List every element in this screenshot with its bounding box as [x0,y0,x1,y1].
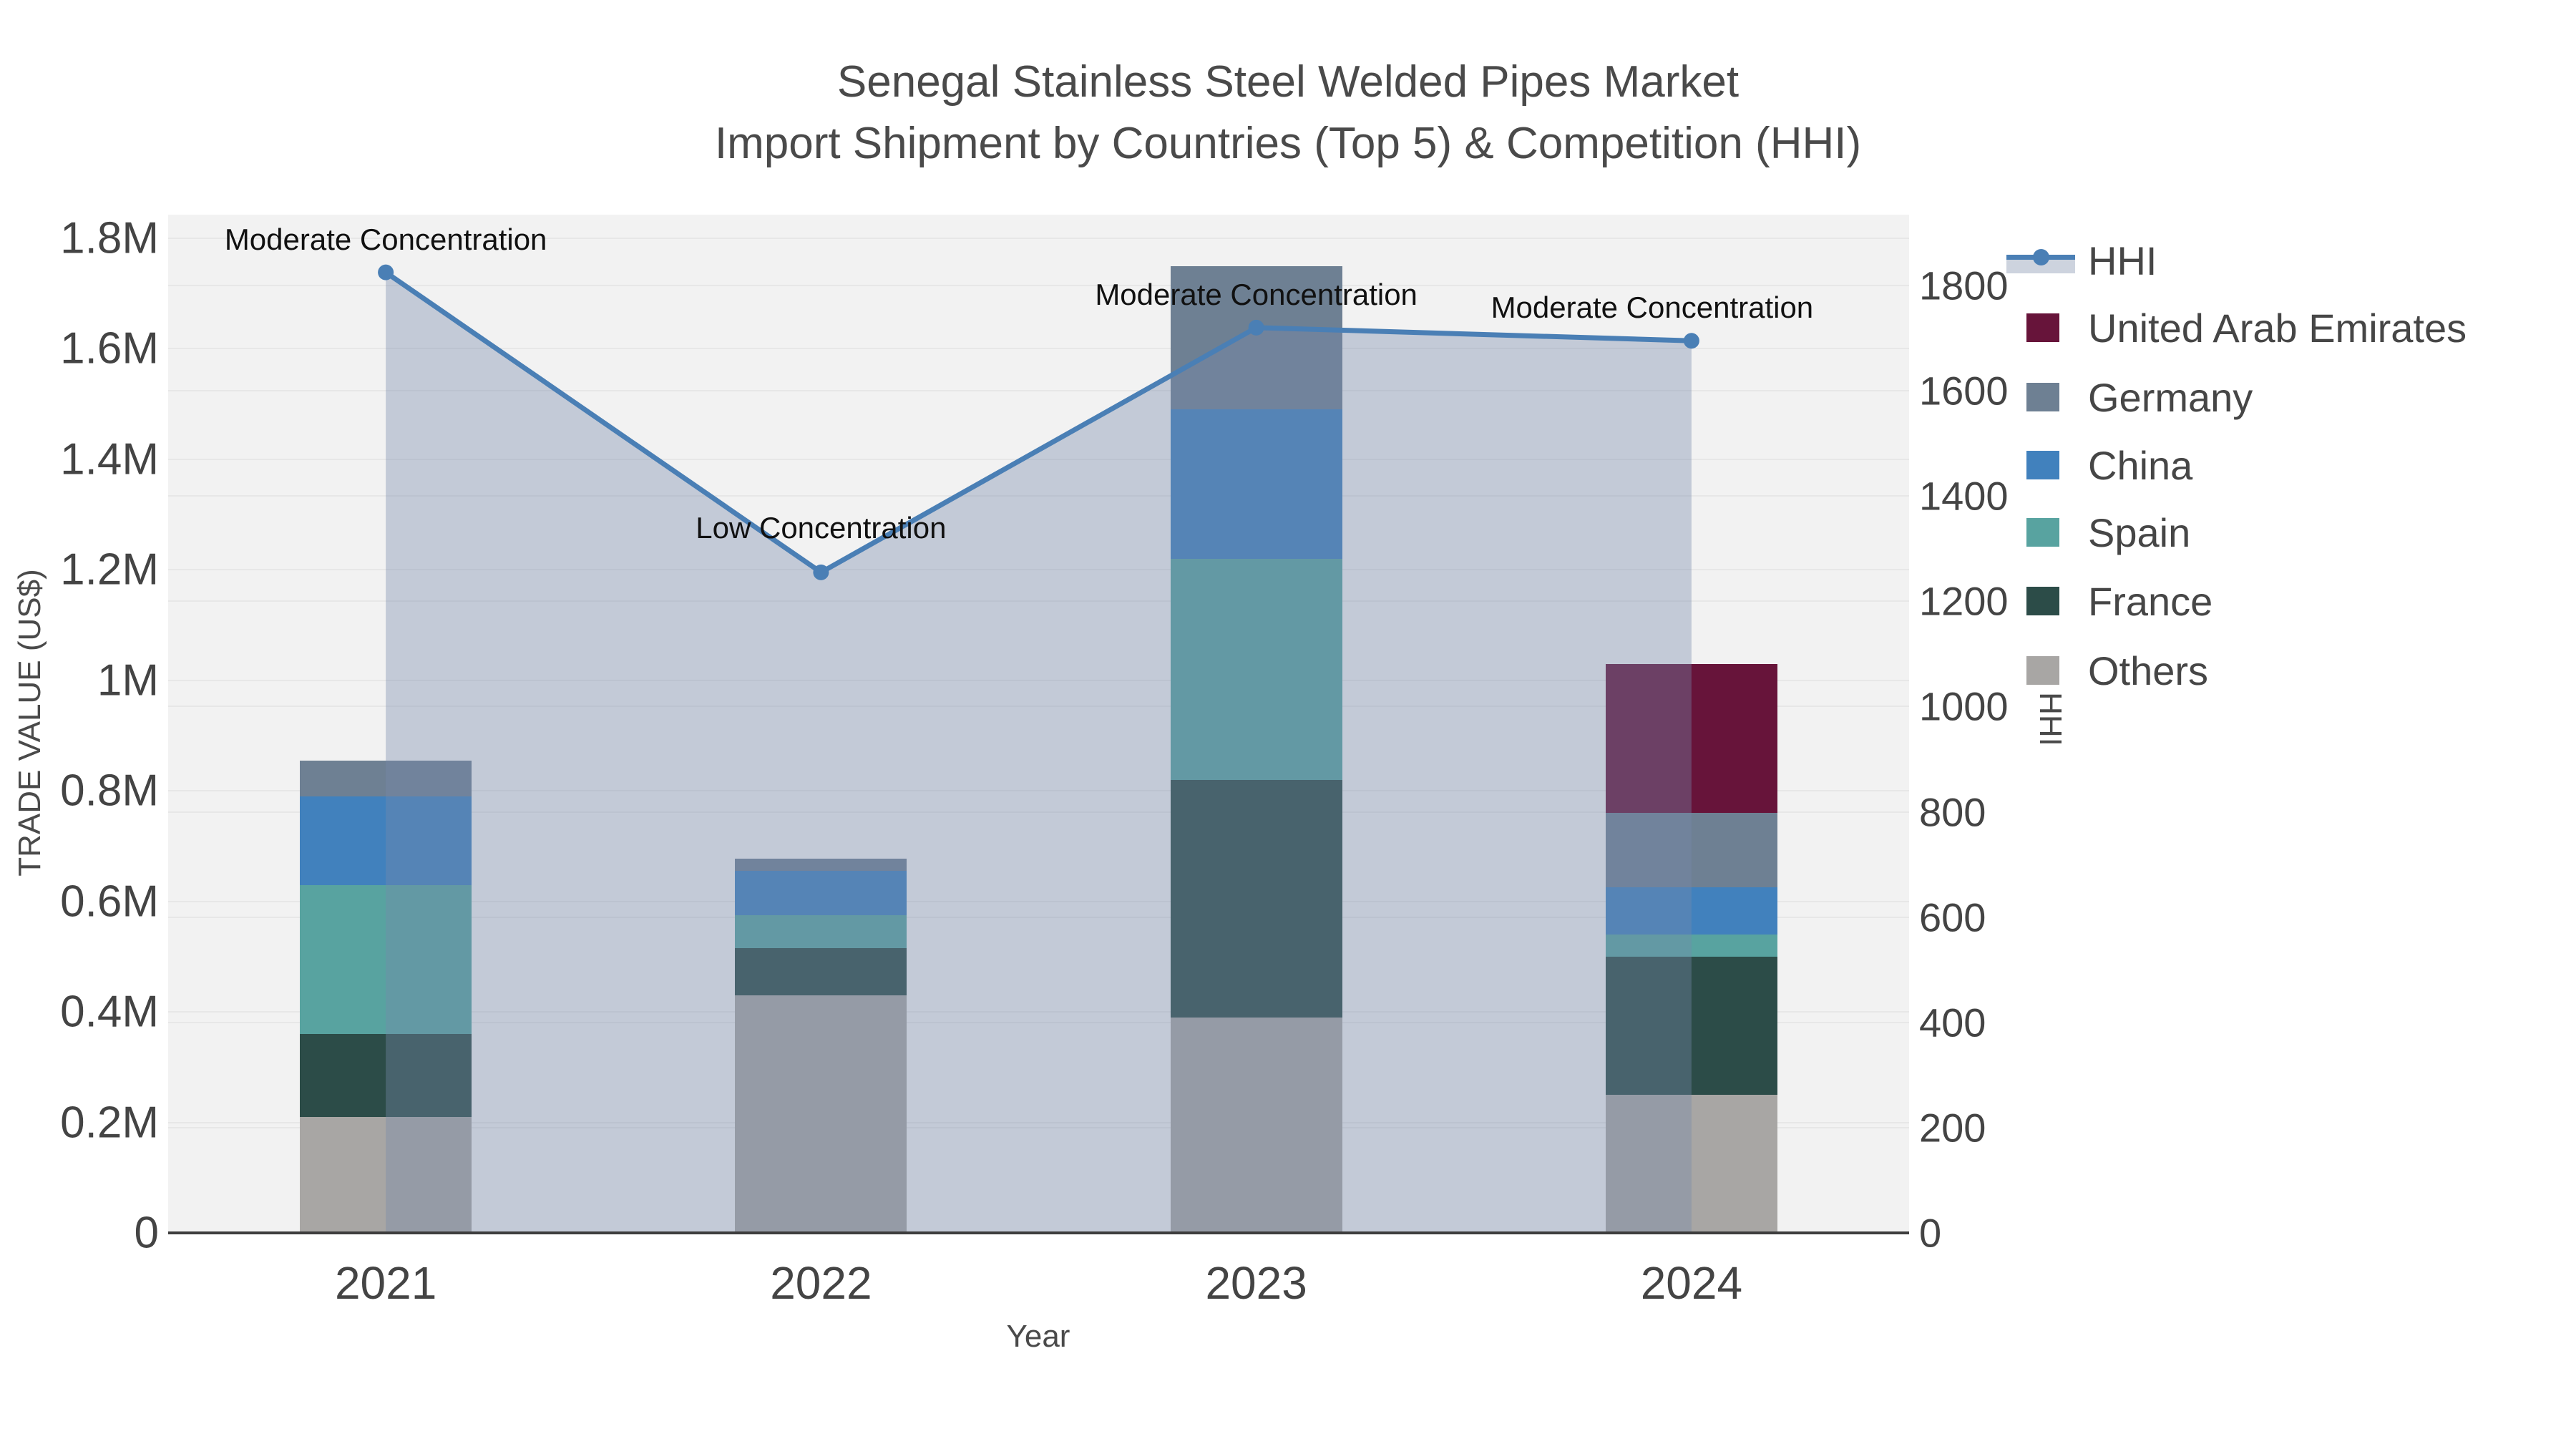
legend-label: France [2088,578,2213,624]
bar-segment-spain-2023 [1170,558,1342,780]
legend-label: Germany [2088,374,2253,420]
bar-segment-others-2021 [300,1116,472,1233]
gridline-right-axis [168,811,1909,813]
y-right-axis-title: HHI [2033,692,2068,746]
bar-segment-others-2024 [1605,1094,1777,1233]
y-right-tick-label: 0 [1919,1210,1942,1256]
x-tick-label-2023: 2023 [1205,1257,1307,1309]
y-right-tick-label: 1200 [1919,578,2009,624]
legend-swatch-spain [2026,518,2059,547]
legend-item-france[interactable]: France [2026,578,2213,624]
bar-segment-germany-2022 [735,859,907,872]
y-left-tick-label: 1.6M [60,323,159,374]
gridline-right-axis [168,916,1909,918]
annotation-2021: Moderate Concentration [224,222,547,256]
bar-segment-china-2021 [300,796,472,885]
y-right-tick-label: 800 [1919,789,1986,835]
gridline-left-axis [168,569,1909,571]
bar-segment-france-2024 [1605,956,1777,1095]
gridline-right-axis [168,285,1909,286]
y-right-tick-label: 1800 [1919,263,2009,308]
legend-label: United Arab Emirates [2088,305,2467,351]
annotation-2023: Moderate Concentration [1095,277,1418,311]
chart-title-line1: Senegal Stainless Steel Welded Pipes Mar… [836,57,1740,107]
legend-label: HHI [2088,238,2157,283]
y-left-tick-label: 1.4M [60,434,159,484]
legend-item-hhi[interactable]: HHI [2006,238,2157,283]
x-tick-label-2024: 2024 [1640,1257,1743,1309]
gridline-right-axis [168,495,1909,497]
legend-label: China [2088,442,2193,488]
bar-segment-others-2022 [735,995,907,1233]
x-tick-label-2021: 2021 [334,1257,437,1309]
bar-segment-others-2023 [1170,1017,1342,1233]
gridline-right-axis [168,1126,1909,1128]
gridline-left-axis [168,348,1909,350]
gridline-left-axis [168,679,1909,681]
bar-segment-spain-2024 [1605,935,1777,957]
y-right-tick-label: 600 [1919,894,1986,940]
gridline-left-axis [168,900,1909,902]
y-left-tick-label: 1M [97,655,159,706]
legend-item-spain[interactable]: Spain [2026,509,2191,555]
y-left-tick-label: 1.8M [60,213,159,263]
x-axis-title: Year [1006,1319,1070,1354]
bar-segment-spain-2022 [735,914,907,949]
y-left-tick-label: 0 [134,1208,159,1258]
y-right-tick-label: 400 [1919,1000,1986,1045]
legend-item-united-arab-emirates[interactable]: United Arab Emirates [2026,305,2467,351]
hhi-marker-sample [2033,249,2049,265]
annotation-2022: Low Concentration [696,510,947,545]
legend-swatch-others [2026,656,2059,685]
bar-segment-spain-2021 [300,884,472,1034]
x-tick-label-2022: 2022 [770,1257,872,1309]
hhi-line-sample [2006,246,2075,275]
gridline-right-axis [168,706,1909,708]
gridline-right-axis [168,390,1909,392]
legend-item-others[interactable]: Others [2026,648,2209,693]
y-left-tick-label: 0.8M [60,766,159,816]
y-left-tick-label: 0.4M [60,987,159,1037]
gridline-right-axis [168,1021,1909,1023]
gridline-left-axis [168,1011,1909,1013]
y-right-tick-label: 200 [1919,1105,1986,1151]
bar-segment-united-arab-emirates-2024 [1605,663,1777,814]
y-right-tick-label: 1600 [1919,368,2009,414]
legend-label: Spain [2088,509,2191,555]
gridline-left-axis [168,238,1909,240]
legend-item-china[interactable]: China [2026,442,2193,488]
chart-title: Senegal Stainless Steel Welded Pipes Mar… [0,52,2576,175]
hhi-area-sample [2006,258,2075,273]
y-left-tick-label: 0.2M [60,1098,159,1148]
bar-segment-france-2022 [735,948,907,995]
legend-swatch-united-arab-emirates [2026,313,2059,342]
legend-item-germany[interactable]: Germany [2026,374,2253,420]
legend-swatch-china [2026,451,2059,479]
legend-swatch-france [2026,587,2059,615]
y-right-tick-label: 1400 [1919,473,2009,519]
y-left-axis-title: TRADE VALUE (US$) [12,569,47,877]
y-right-tick-label: 1000 [1919,683,2009,729]
x-axis-line [168,1231,1909,1234]
gridline-left-axis [168,1121,1909,1123]
gridline-left-axis [168,790,1909,792]
bar-segment-germany-2021 [300,760,472,796]
bar-segment-china-2022 [735,871,907,915]
chart-title-line2: Import Shipment by Countries (Top 5) & C… [714,119,1862,168]
y-left-tick-label: 0.6M [60,877,159,927]
gridline-right-axis [168,600,1909,602]
bar-segment-china-2024 [1605,887,1777,935]
annotation-2024: Moderate Concentration [1491,291,1814,325]
bar-segment-france-2023 [1170,779,1342,1018]
bar-segment-france-2021 [300,1034,472,1117]
y-left-tick-label: 1.2M [60,545,159,595]
bar-segment-china-2023 [1170,409,1342,559]
legend-swatch-germany [2026,383,2059,411]
bar-segment-germany-2024 [1605,813,1777,888]
gridline-left-axis [168,458,1909,460]
legend-label: Others [2088,648,2209,693]
